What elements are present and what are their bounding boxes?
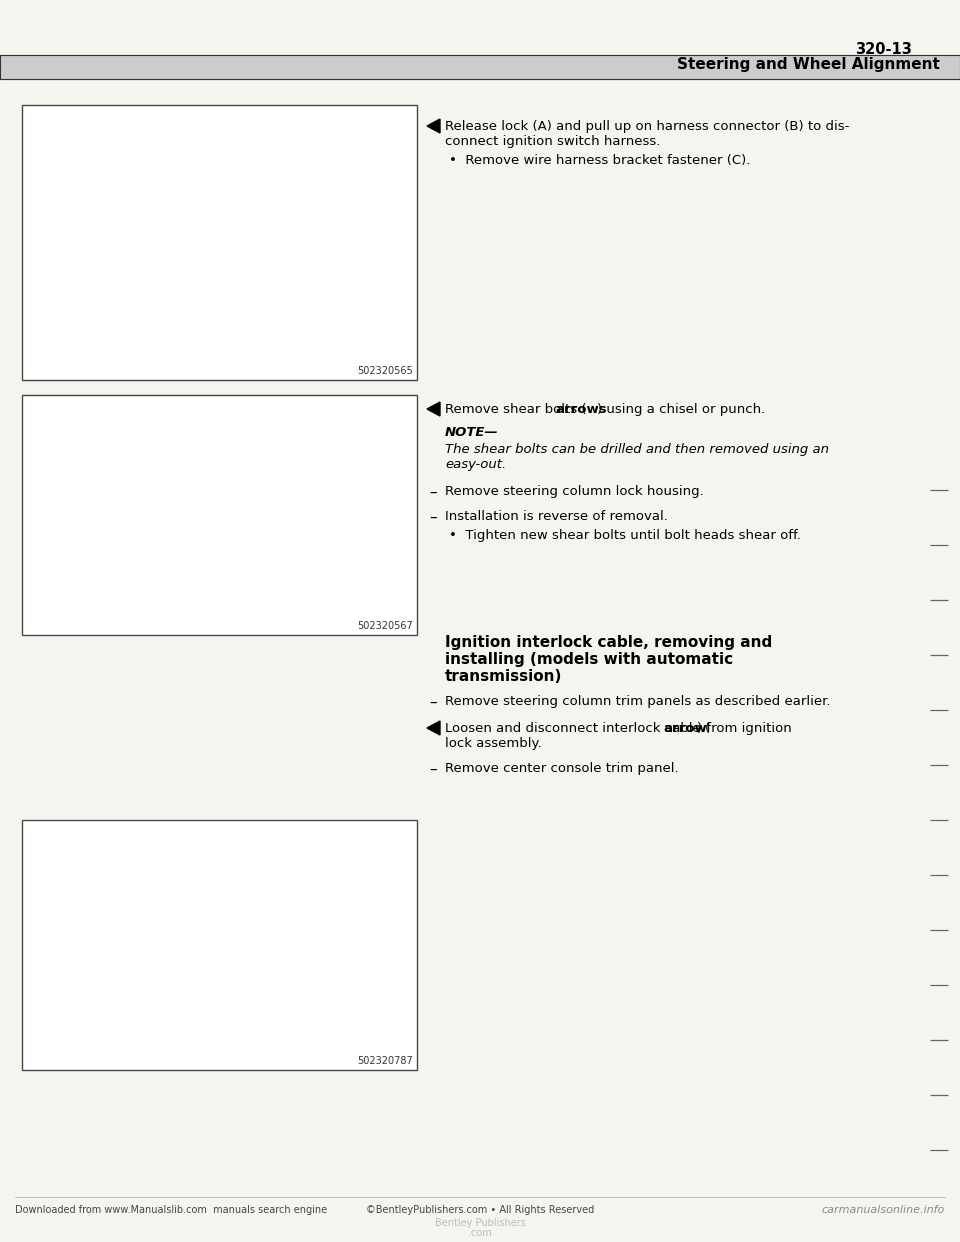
Text: Release lock (A) and pull up on harness connector (B) to dis-: Release lock (A) and pull up on harness … <box>445 120 850 133</box>
Text: connect ignition switch harness.: connect ignition switch harness. <box>445 135 660 148</box>
Text: Loosen and disconnect interlock cable (: Loosen and disconnect interlock cable ( <box>445 722 710 735</box>
Bar <box>22 106 417 380</box>
Bar <box>0 55 960 79</box>
Text: –: – <box>429 763 437 777</box>
Text: ) from ignition: ) from ignition <box>697 722 792 735</box>
Text: arrows: arrows <box>555 402 607 416</box>
Text: Steering and Wheel Alignment: Steering and Wheel Alignment <box>677 57 940 72</box>
Text: 320-13: 320-13 <box>855 42 912 57</box>
Polygon shape <box>427 722 440 735</box>
Polygon shape <box>427 119 440 133</box>
Text: Bentley Publishers: Bentley Publishers <box>435 1218 525 1228</box>
Text: Remove center console trim panel.: Remove center console trim panel. <box>445 763 679 775</box>
Text: 502320567: 502320567 <box>357 621 413 631</box>
Text: The shear bolts can be drilled and then removed using an: The shear bolts can be drilled and then … <box>445 443 829 456</box>
Text: –: – <box>429 696 437 710</box>
Text: –: – <box>429 510 437 525</box>
Bar <box>0 55 960 79</box>
Text: lock assembly.: lock assembly. <box>445 737 541 750</box>
Text: –: – <box>429 484 437 501</box>
Text: Remove shear bolts (: Remove shear bolts ( <box>445 402 587 416</box>
Bar <box>22 820 417 1071</box>
Text: •  Remove wire harness bracket fastener (C).: • Remove wire harness bracket fastener (… <box>449 154 751 166</box>
Text: Remove steering column trim panels as described earlier.: Remove steering column trim panels as de… <box>445 696 830 708</box>
Text: •  Tighten new shear bolts until bolt heads shear off.: • Tighten new shear bolts until bolt hea… <box>449 529 801 542</box>
Polygon shape <box>427 402 440 416</box>
Text: ©BentleyPublishers.com • All Rights Reserved: ©BentleyPublishers.com • All Rights Rese… <box>366 1205 594 1215</box>
Text: installing (models with automatic: installing (models with automatic <box>445 652 733 667</box>
Text: 502320565: 502320565 <box>357 366 413 376</box>
Text: arrow: arrow <box>663 722 707 735</box>
Text: Installation is reverse of removal.: Installation is reverse of removal. <box>445 510 668 523</box>
Text: transmission): transmission) <box>445 669 563 684</box>
Text: NOTE—: NOTE— <box>445 426 498 438</box>
Bar <box>22 395 417 635</box>
Text: Ignition interlock cable, removing and: Ignition interlock cable, removing and <box>445 635 772 650</box>
Text: easy-out.: easy-out. <box>445 458 506 471</box>
Text: 502320787: 502320787 <box>357 1056 413 1066</box>
Text: .com: .com <box>468 1228 492 1238</box>
Text: carmanualsonline.info: carmanualsonline.info <box>822 1205 945 1215</box>
Text: ) using a chisel or punch.: ) using a chisel or punch. <box>597 402 765 416</box>
Text: Remove steering column lock housing.: Remove steering column lock housing. <box>445 484 704 498</box>
Text: Downloaded from www.Manualslib.com  manuals search engine: Downloaded from www.Manualslib.com manua… <box>15 1205 327 1215</box>
